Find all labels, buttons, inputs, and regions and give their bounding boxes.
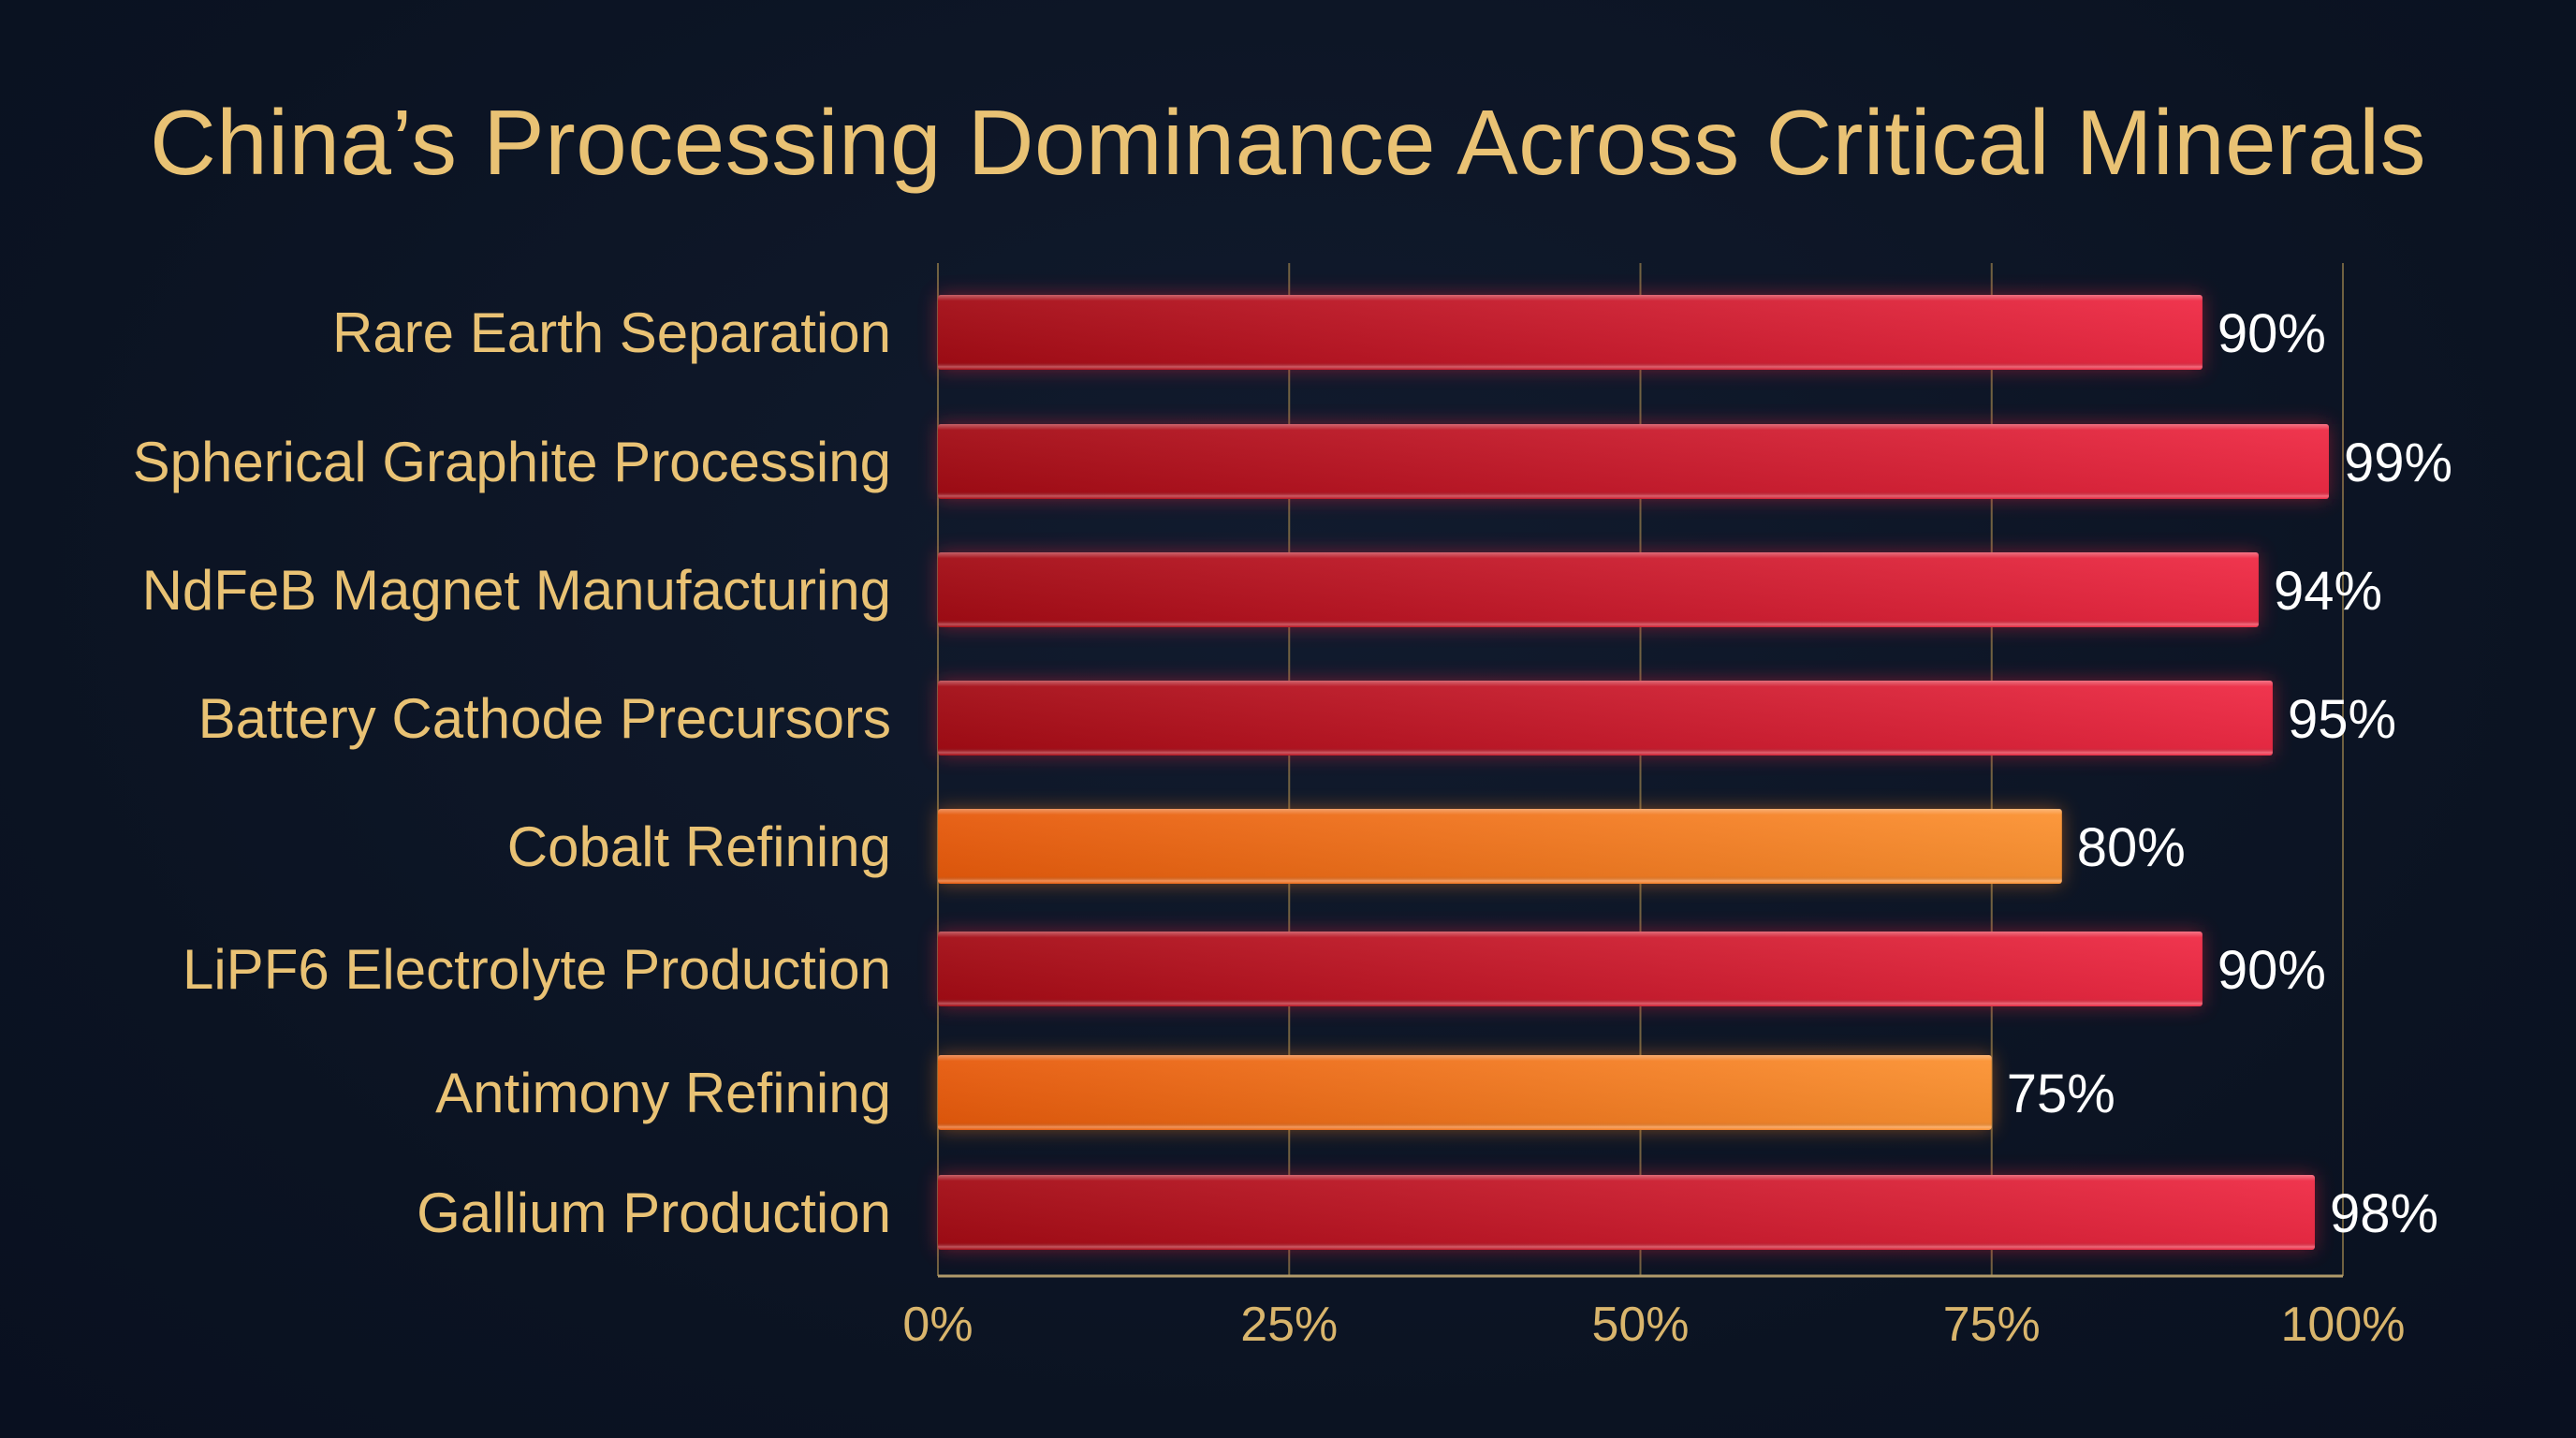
category-label: Battery Cathode Precursors [198, 687, 891, 750]
category-label: NdFeB Magnet Manufacturing [142, 559, 891, 622]
x-tick-label: 25% [1240, 1298, 1338, 1352]
bar-highlight [938, 1055, 1992, 1130]
bar-highlight [938, 552, 2259, 627]
value-label: 90% [2217, 303, 2326, 364]
x-tick-label: 0% [902, 1298, 973, 1352]
value-label: 99% [2344, 433, 2452, 493]
value-label: 75% [2007, 1064, 2115, 1124]
bar-highlight [938, 681, 2273, 756]
value-label: 98% [2330, 1183, 2438, 1244]
category-label: Antimony Refining [435, 1062, 891, 1124]
category-label: Spherical Graphite Processing [133, 431, 891, 493]
chart-title: China’s Processing Dominance Across Crit… [149, 91, 2427, 194]
category-label: LiPF6 Electrolyte Production [183, 938, 891, 1001]
bar-highlight [938, 295, 2203, 370]
bar-highlight [938, 1175, 2315, 1250]
bar-highlight [938, 809, 2062, 884]
value-label: 95% [2288, 689, 2396, 750]
value-label: 80% [2077, 817, 2186, 878]
bar-highlight [938, 932, 2203, 1006]
category-label: Gallium Production [417, 1181, 891, 1244]
x-tick-label: 100% [2281, 1298, 2406, 1352]
value-label: 94% [2274, 561, 2382, 622]
value-label: 90% [2217, 940, 2326, 1001]
category-label: Cobalt Refining [507, 815, 891, 878]
category-label: Rare Earth Separation [332, 301, 891, 364]
x-tick-label: 50% [1591, 1298, 1689, 1352]
x-tick-label: 75% [1943, 1298, 2041, 1352]
bar-highlight [938, 424, 2329, 499]
